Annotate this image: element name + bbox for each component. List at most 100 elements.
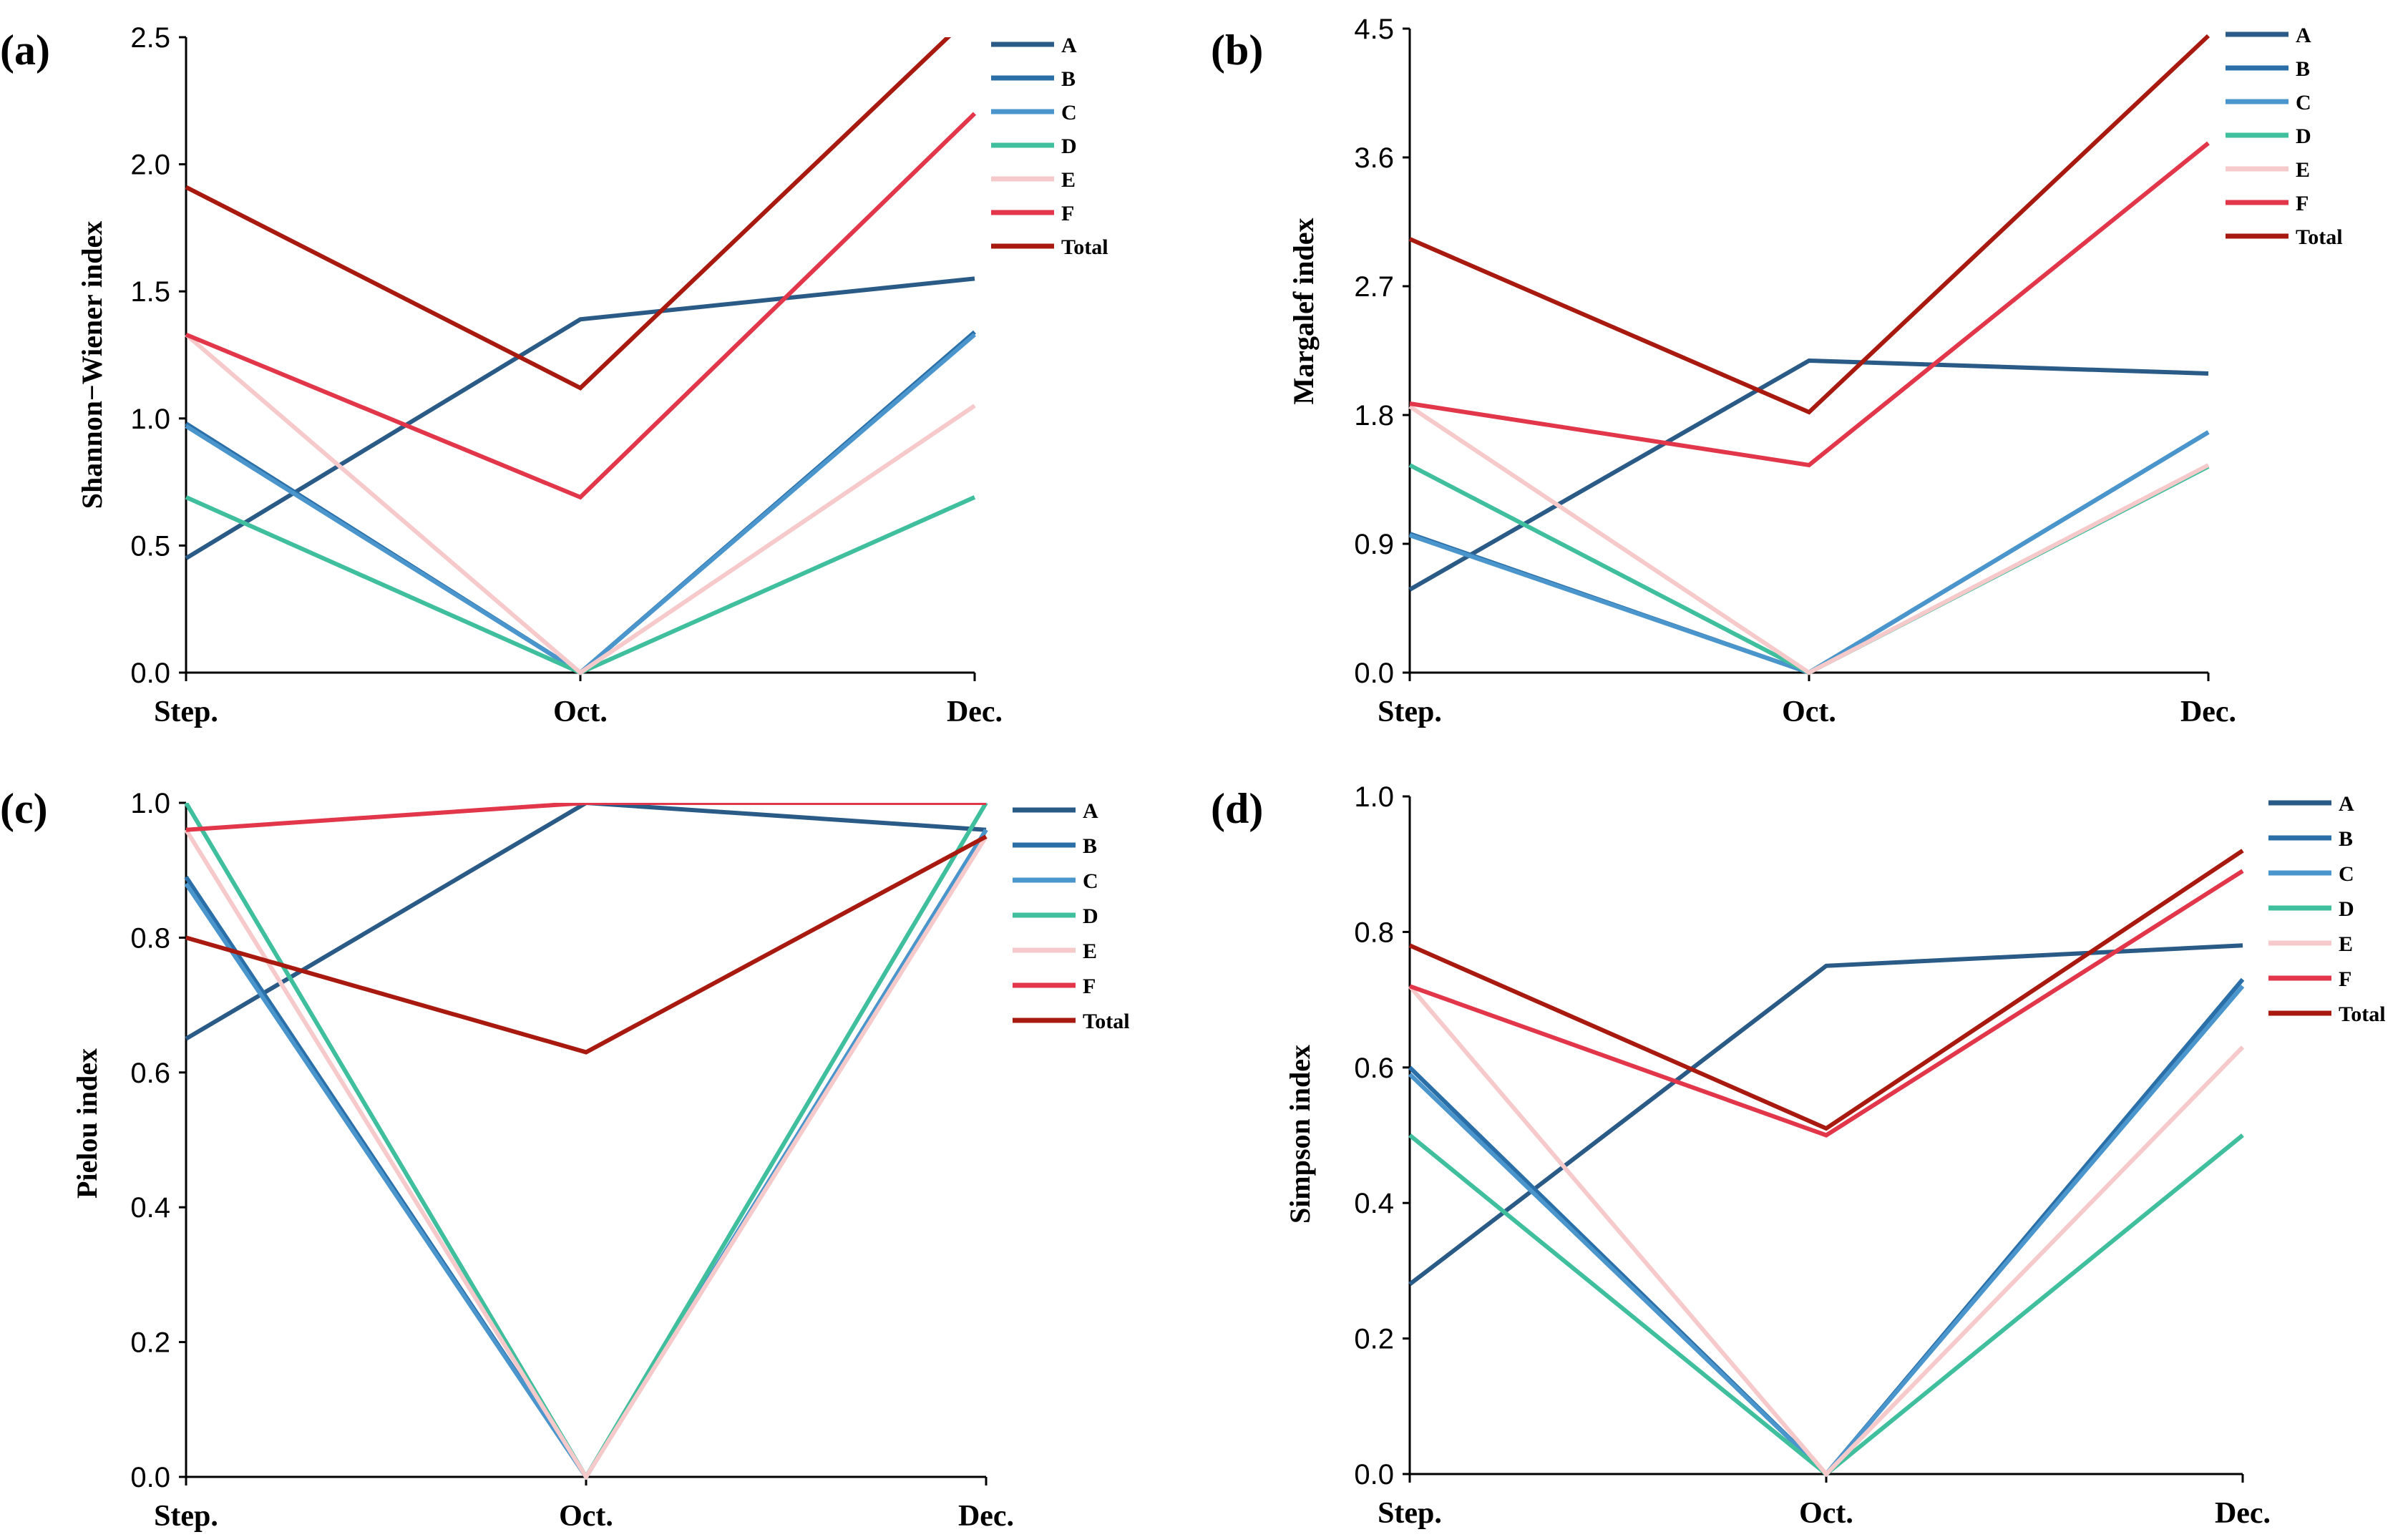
series-line-e: [184, 829, 988, 1480]
y-tick-label: 1.8: [1354, 400, 1394, 431]
x-tick-label: Step.: [154, 696, 218, 728]
legend-label: A: [1083, 799, 1098, 823]
legend-label: C: [2296, 91, 2311, 114]
y-tick-label: 0.0: [1354, 1459, 1394, 1490]
series-line-total: [185, 834, 988, 1055]
y-tick-label: 0.5: [130, 530, 170, 562]
y-axis-label: Shannon−Wiener index: [76, 221, 108, 509]
legend-label: D: [2339, 897, 2354, 921]
legend-label: D: [2296, 125, 2311, 148]
legend-label: C: [2339, 862, 2354, 886]
series-line-total: [1408, 34, 2210, 415]
panel-label: (a): [0, 26, 50, 74]
y-tick-label: 1.0: [130, 404, 170, 435]
legend-label: E: [1061, 168, 1076, 192]
y-tick-label: 0.6: [130, 1058, 170, 1089]
x-tick-label: Oct.: [559, 1500, 613, 1533]
y-tick-label: 0.8: [130, 922, 170, 954]
legend-label: F: [1061, 202, 1074, 225]
legend-label: B: [2339, 827, 2353, 851]
legend-label: Total: [2339, 1002, 2386, 1026]
y-tick-label: 0.6: [1354, 1053, 1394, 1084]
legend-label: Total: [2296, 225, 2343, 249]
legend-label: E: [2339, 932, 2353, 956]
series-line-c: [1408, 985, 2245, 1477]
y-tick-label: 0.0: [130, 658, 170, 689]
series-group: [185, 37, 977, 675]
series-line-d: [184, 803, 988, 1480]
series-line-e: [1408, 985, 2245, 1477]
series-line-f: [185, 803, 986, 832]
legend-label: E: [1083, 940, 1097, 963]
y-tick-label: 3.6: [1354, 142, 1394, 174]
x-tick-label: Step.: [1378, 696, 1442, 728]
legend-label: Total: [1061, 235, 1108, 259]
series-line-a: [1408, 358, 2209, 592]
y-axis-label: Simpson index: [1284, 1045, 1316, 1224]
x-tick-label: Oct.: [1799, 1497, 1853, 1530]
legend-label: D: [1083, 904, 1098, 928]
legend-label: B: [1061, 67, 1076, 91]
y-tick-label: 4.5: [1354, 14, 1394, 45]
series-group: [1408, 849, 2245, 1477]
x-tick-label: Step.: [154, 1500, 218, 1533]
y-tick-label: 0.2: [130, 1327, 170, 1359]
legend-label: C: [1061, 101, 1077, 125]
legend-label: F: [1083, 975, 1096, 998]
y-tick-label: 0.0: [130, 1462, 170, 1493]
legend-label: A: [2296, 24, 2311, 47]
x-tick-label: Dec.: [2180, 696, 2236, 728]
legend-label: A: [2339, 792, 2354, 816]
x-tick-label: Dec.: [947, 696, 1003, 728]
series-line-a: [185, 276, 975, 560]
y-tick-label: 0.4: [130, 1192, 170, 1224]
legend-label: F: [2296, 192, 2309, 215]
series-group: [1408, 34, 2210, 675]
series-line-total: [1408, 849, 2244, 1131]
legend-label: F: [2339, 967, 2351, 991]
legend-label: B: [1083, 834, 1097, 858]
legend-label: D: [1061, 135, 1077, 158]
y-tick-label: 1.0: [130, 788, 170, 819]
legend-label: E: [2296, 158, 2310, 182]
chart-panel-b: (b) Margalef index 0.0 0.9 1.8 2.7 3.6 4.5 Ste…: [1211, 14, 2343, 728]
x-tick-label: Dec.: [958, 1500, 1014, 1533]
x-tick-label: Dec.: [2215, 1497, 2271, 1530]
x-tick-label: Step.: [1378, 1497, 1442, 1530]
series-line-e: [1408, 404, 2210, 675]
series-line-f: [1408, 869, 2244, 1138]
y-tick-label: 0.9: [1354, 529, 1394, 560]
panel-label: (b): [1211, 26, 1263, 74]
series-line-e: [185, 333, 976, 675]
legend-label: B: [2296, 57, 2310, 81]
y-tick-label: 0.2: [1354, 1324, 1394, 1355]
series-line-c: [184, 829, 988, 1480]
y-tick-label: 1.0: [1354, 781, 1394, 813]
y-axis-label: Pielou index: [71, 1048, 103, 1199]
series-line-b: [1408, 977, 2245, 1477]
series-line-c: [1409, 430, 2210, 675]
panel-label: (d): [1211, 785, 1263, 832]
y-tick-label: 1.5: [130, 276, 170, 308]
y-tick-label: 2.5: [130, 22, 170, 54]
series-line-total: [185, 37, 952, 391]
y-axis-label: Margalef index: [1287, 218, 1320, 404]
series-line-d: [185, 495, 976, 675]
y-tick-label: 0.8: [1354, 917, 1394, 948]
y-tick-label: 0.4: [1354, 1188, 1394, 1219]
series-line-f: [1409, 141, 2210, 468]
x-tick-label: Oct.: [553, 696, 608, 728]
series-line-d: [1408, 463, 2210, 675]
series-line-a: [1408, 943, 2243, 1287]
y-tick-label: 2.7: [1354, 271, 1394, 303]
y-tick-label: 2.0: [130, 150, 170, 181]
series-group: [184, 803, 988, 1480]
series-line-f: [185, 112, 977, 500]
series-line-b: [1409, 430, 2210, 675]
chart-panel-a: (a) Shannon−Wiener index 0.0 0.5 1.0 1.5 2.0…: [0, 22, 1108, 728]
